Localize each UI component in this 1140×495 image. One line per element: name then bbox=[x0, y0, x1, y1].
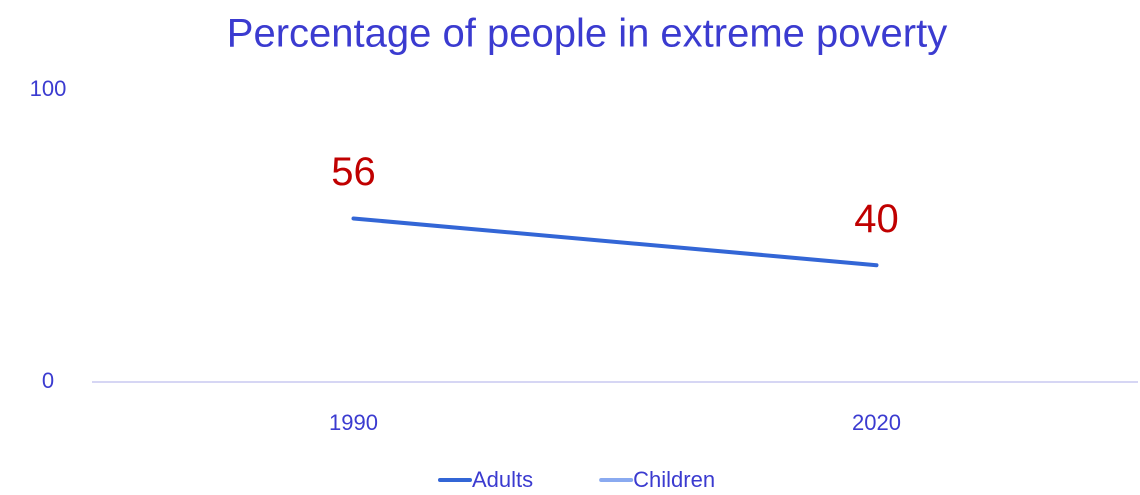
x-tick-label: 2020 bbox=[852, 410, 901, 435]
data-label: 40 bbox=[854, 197, 899, 241]
y-tick-label: 100 bbox=[30, 76, 67, 101]
legend-label: Children bbox=[633, 467, 715, 492]
data-label: 56 bbox=[331, 150, 376, 194]
x-tick-label: 1990 bbox=[329, 410, 378, 435]
legend-label: Adults bbox=[472, 467, 533, 492]
y-tick-label: 0 bbox=[42, 368, 54, 393]
chart-title: Percentage of people in extreme poverty bbox=[227, 12, 947, 56]
series-line bbox=[351, 216, 879, 268]
